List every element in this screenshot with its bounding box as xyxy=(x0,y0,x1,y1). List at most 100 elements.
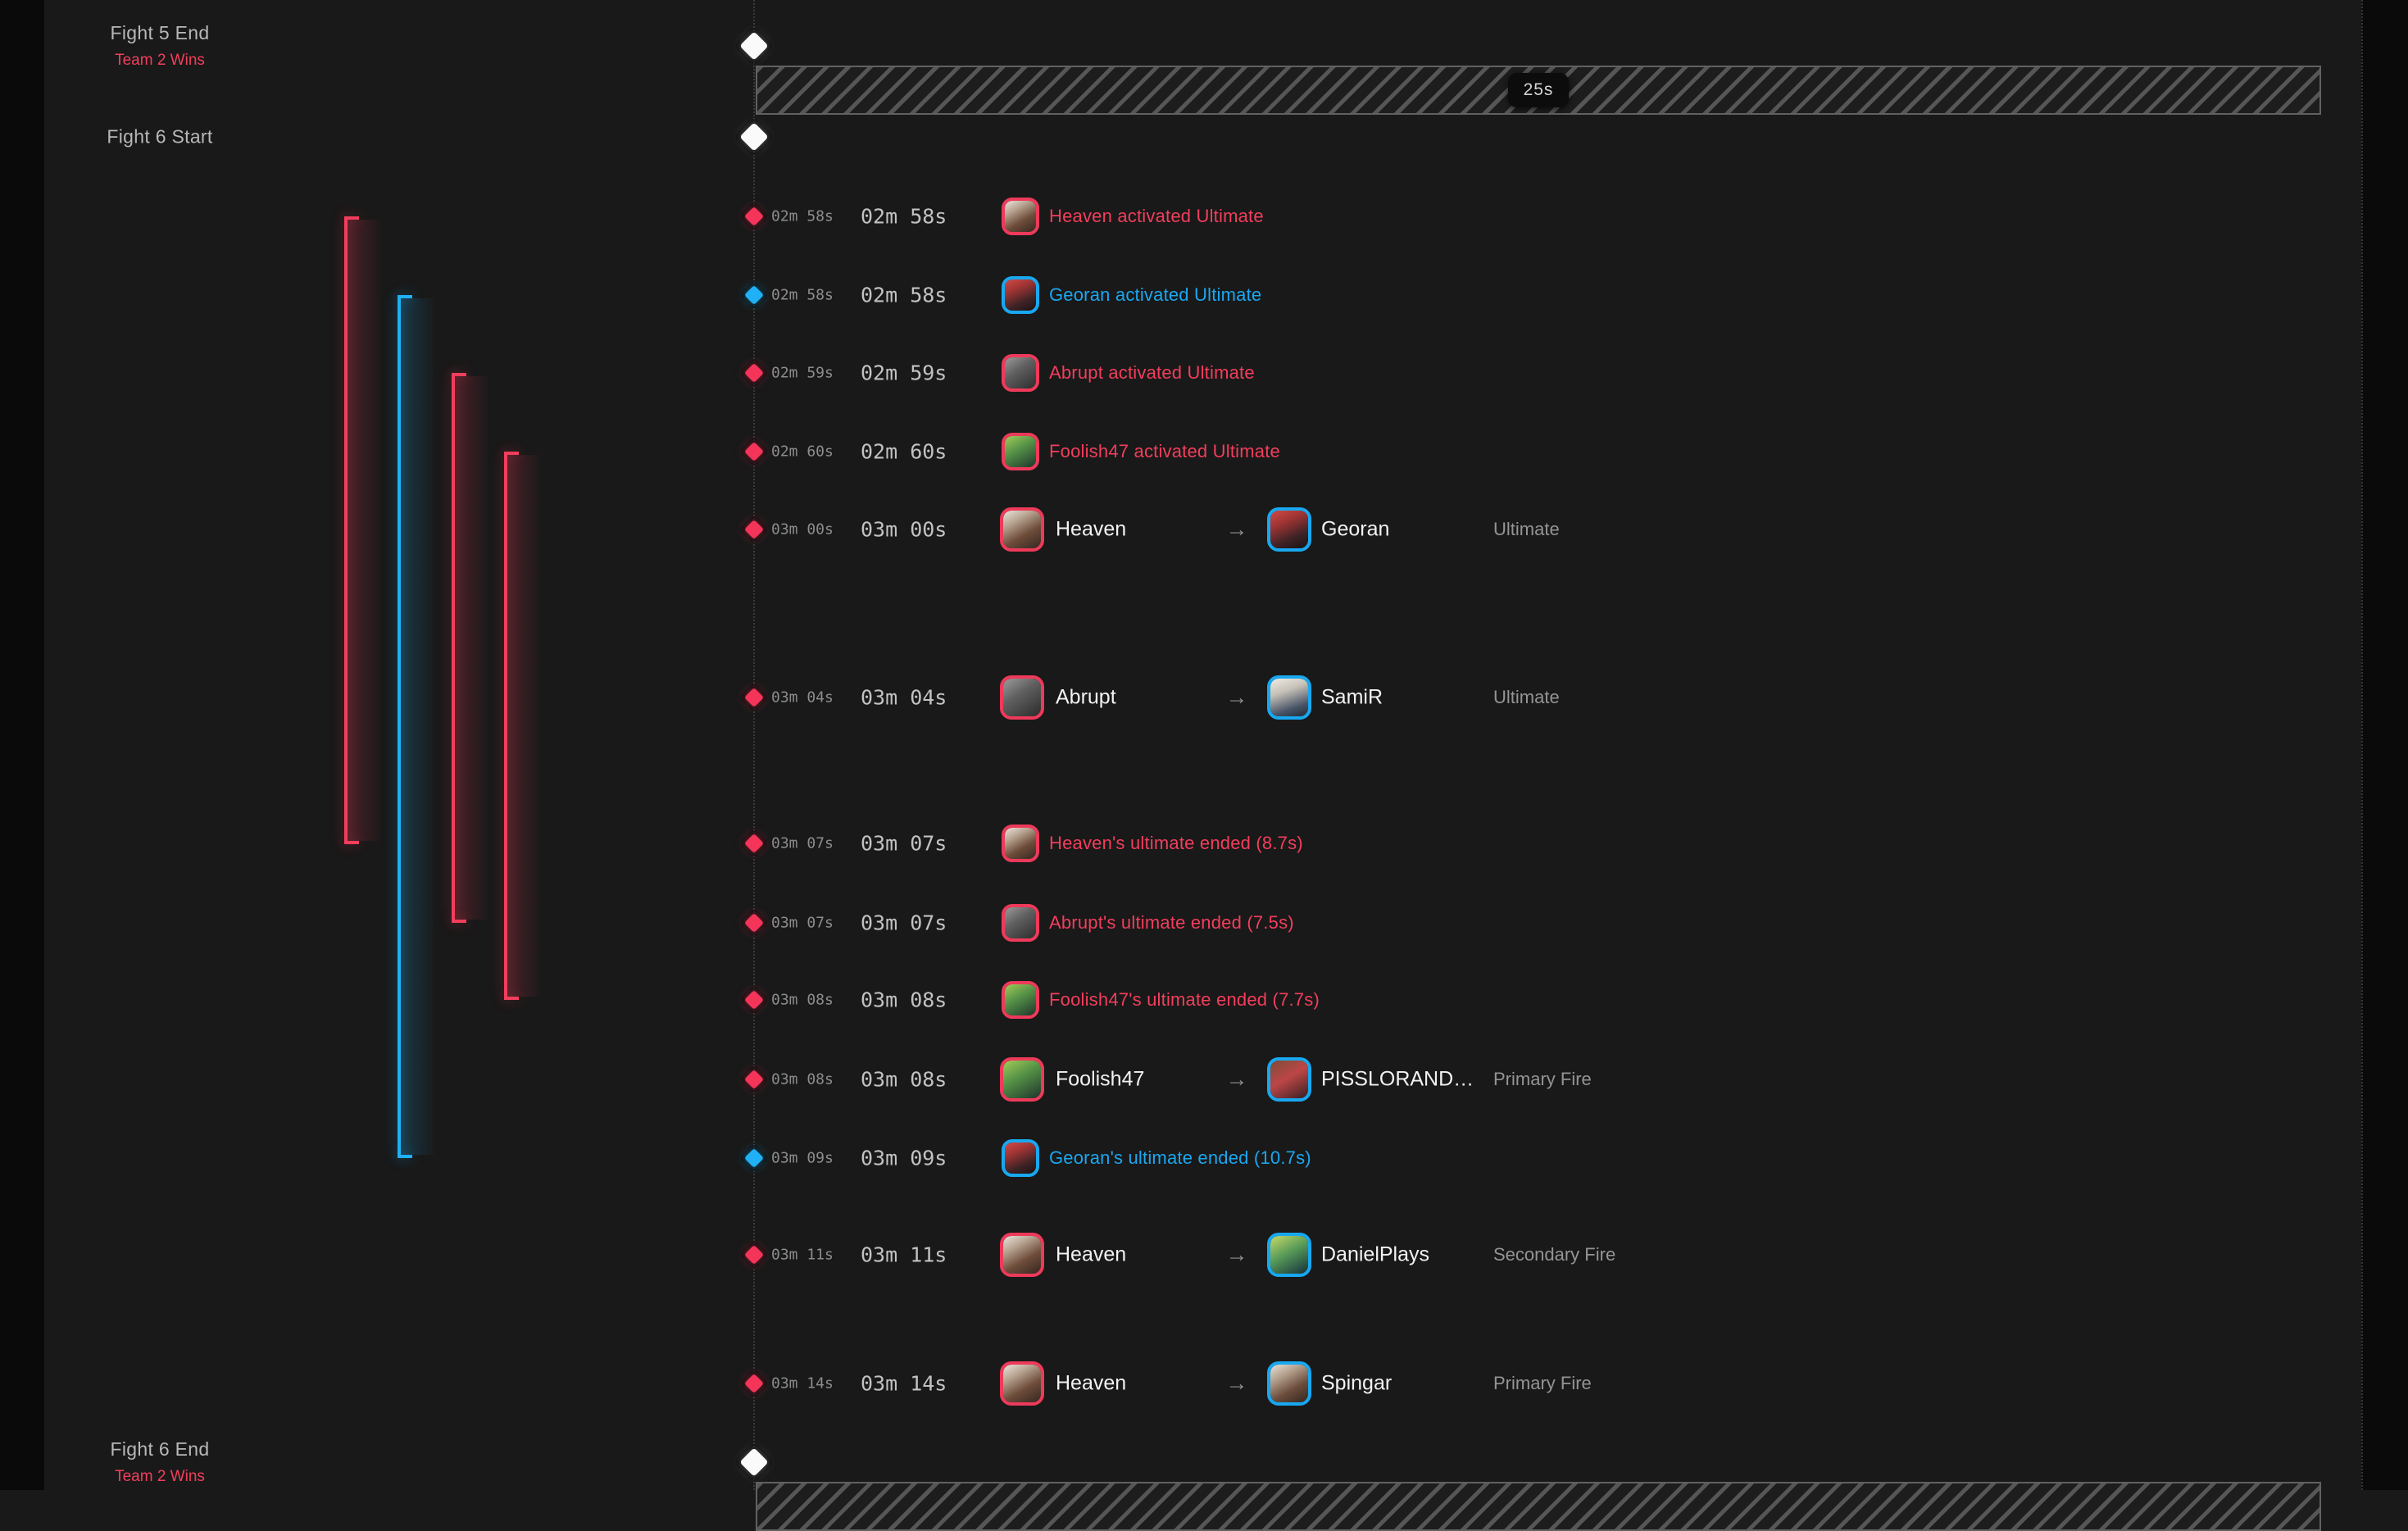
action-label: Secondary Fire xyxy=(1493,1244,1616,1265)
event-text: Abrupt's ultimate ended (7.5s) xyxy=(1049,912,1294,933)
interaction-event-row[interactable]: 03m 04s 03m 04s Abrupt → SamiR Ultimate xyxy=(0,673,2359,722)
ultimate-bar-start-cap xyxy=(504,452,519,455)
ultimate-bar-line xyxy=(452,373,455,923)
target-player-name: PISSLORAND… xyxy=(1321,1067,1474,1091)
player-avatar xyxy=(1002,1139,1039,1177)
player-avatar xyxy=(1002,198,1039,235)
ultimate-bar-line xyxy=(398,295,401,1158)
event-time-large: 02m 60s xyxy=(861,439,947,464)
between-fights-gap-bar xyxy=(756,1482,2321,1531)
player-avatar xyxy=(1002,981,1039,1019)
source-player-name: Heaven xyxy=(1056,517,1127,541)
event-text: Georan activated Ultimate xyxy=(1049,284,1262,305)
ultimate-bar-fill xyxy=(401,298,434,1155)
source-player-avatar xyxy=(1000,1233,1044,1277)
fight-marker: Fight 6 Start xyxy=(33,126,287,148)
event-time-small: 02m 58s xyxy=(771,286,834,304)
source-player-name: Foolish47 xyxy=(1056,1067,1145,1091)
target-player-avatar xyxy=(1267,675,1311,720)
target-player-name: Georan xyxy=(1321,517,1390,541)
target-player-avatar xyxy=(1267,1361,1311,1406)
event-diamond-icon xyxy=(743,1244,765,1265)
event-time-large: 02m 59s xyxy=(861,361,947,385)
event-row[interactable]: 02m 58s 02m 58s Georan activated Ultimat… xyxy=(0,270,2359,320)
player-avatar xyxy=(1002,825,1039,862)
interaction-event-row[interactable]: 03m 14s 03m 14s Heaven → Spingar Primary… xyxy=(0,1359,2359,1408)
event-diamond-icon xyxy=(743,519,765,540)
ultimate-bar-end-cap xyxy=(452,920,466,923)
fight-marker: Fight 5 End Team 2 Wins xyxy=(33,22,287,70)
event-diamond-icon xyxy=(743,1147,765,1169)
event-time-small: 02m 60s xyxy=(771,443,834,461)
event-row[interactable]: 02m 59s 02m 59s Abrupt activated Ultimat… xyxy=(0,348,2359,398)
event-row[interactable]: 02m 60s 02m 60s Foolish47 activated Ulti… xyxy=(0,427,2359,476)
between-fights-gap-bar: 25s xyxy=(756,66,2321,115)
action-label: Ultimate xyxy=(1493,519,1560,539)
ultimate-duration-bar-heaven xyxy=(344,216,393,844)
target-player-name: Spingar xyxy=(1321,1371,1393,1395)
event-time-small: 03m 07s xyxy=(771,914,834,932)
arrow-right-icon: → xyxy=(1225,684,1248,710)
event-time-large: 03m 04s xyxy=(861,685,947,710)
ultimate-duration-bar-abrupt xyxy=(452,373,501,923)
source-player-avatar xyxy=(1000,1057,1044,1102)
source-player-name: Heaven xyxy=(1056,1243,1127,1266)
fight-marker-title: Fight 5 End xyxy=(110,22,210,43)
event-time-small: 03m 11s xyxy=(771,1246,834,1264)
player-avatar xyxy=(1002,354,1039,392)
timeline-axis xyxy=(753,0,755,1490)
event-row[interactable]: 03m 08s 03m 08s Foolish47's ultimate end… xyxy=(0,975,2359,1024)
event-text: Foolish47 activated Ultimate xyxy=(1049,441,1280,461)
event-row[interactable]: 02m 58s 02m 58s Heaven activated Ultimat… xyxy=(0,192,2359,241)
event-time-large: 03m 09s xyxy=(861,1146,947,1170)
ultimate-bar-fill xyxy=(348,220,380,841)
interaction-event-row[interactable]: 03m 11s 03m 11s Heaven → DanielPlays Sec… xyxy=(0,1230,2359,1279)
event-time-small: 03m 00s xyxy=(771,520,834,538)
target-player-avatar xyxy=(1267,507,1311,552)
event-diamond-icon xyxy=(743,912,765,934)
ultimate-bar-start-cap xyxy=(398,295,412,298)
interaction-event-row[interactable]: 03m 00s 03m 00s Heaven → Georan Ultimate xyxy=(0,505,2359,554)
left-rail xyxy=(0,0,44,1490)
event-time-large: 02m 58s xyxy=(861,283,947,307)
source-player-avatar xyxy=(1000,675,1044,720)
event-diamond-icon xyxy=(743,989,765,1011)
action-label: Primary Fire xyxy=(1493,1373,1592,1393)
player-avatar xyxy=(1002,904,1039,942)
arrow-right-icon: → xyxy=(1225,516,1248,542)
event-diamond-icon xyxy=(743,362,765,384)
source-player-avatar xyxy=(1000,507,1044,552)
right-rail xyxy=(2361,0,2408,1490)
action-label: Primary Fire xyxy=(1493,1069,1592,1089)
fight-marker-diamond-icon xyxy=(739,122,769,152)
event-time-small: 03m 14s xyxy=(771,1374,834,1392)
event-time-small: 03m 08s xyxy=(771,1070,834,1088)
ultimate-duration-bar-foolish47 xyxy=(504,452,553,1000)
ultimate-bar-line xyxy=(344,216,348,844)
arrow-right-icon: → xyxy=(1225,1066,1248,1092)
event-time-large: 03m 00s xyxy=(861,517,947,542)
source-player-avatar xyxy=(1000,1361,1044,1406)
fight-marker-title: Fight 6 Start xyxy=(107,125,213,148)
event-time-large: 02m 58s xyxy=(861,204,947,229)
event-text: Heaven activated Ultimate xyxy=(1049,206,1264,226)
fight-marker: Fight 6 End Team 2 Wins xyxy=(33,1438,287,1486)
ultimate-bar-start-cap xyxy=(452,373,466,376)
event-row[interactable]: 03m 07s 03m 07s Abrupt's ultimate ended … xyxy=(0,898,2359,947)
event-time-large: 03m 07s xyxy=(861,911,947,935)
ultimate-bar-fill xyxy=(455,376,488,920)
event-diamond-icon xyxy=(743,1373,765,1394)
event-time-small: 02m 58s xyxy=(771,207,834,225)
event-diamond-icon xyxy=(743,206,765,227)
player-avatar xyxy=(1002,276,1039,314)
fight-marker-result: Team 2 Wins xyxy=(115,1468,205,1485)
interaction-event-row[interactable]: 03m 08s 03m 08s Foolish47 → PISSLORAND… … xyxy=(0,1055,2359,1104)
event-diamond-icon xyxy=(743,1069,765,1090)
event-time-small: 02m 59s xyxy=(771,364,834,382)
gap-duration-badge: 25s xyxy=(1507,73,1570,107)
fight-marker-diamond-icon xyxy=(739,1447,769,1477)
target-player-avatar xyxy=(1267,1057,1311,1102)
event-row[interactable]: 03m 07s 03m 07s Heaven's ultimate ended … xyxy=(0,819,2359,868)
event-row[interactable]: 03m 09s 03m 09s Georan's ultimate ended … xyxy=(0,1133,2359,1183)
